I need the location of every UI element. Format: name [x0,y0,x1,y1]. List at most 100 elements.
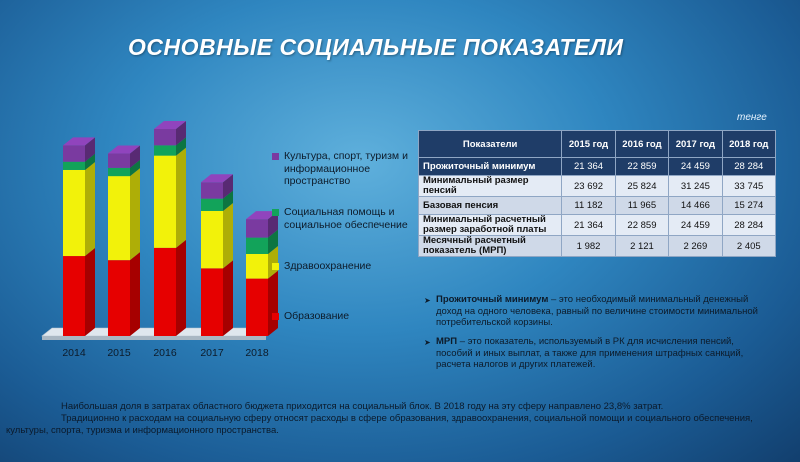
bar-segment [246,254,268,279]
definition-text: – это показатель, используемый в РК для … [436,336,744,370]
definition-term: Прожиточный минимум [436,294,549,305]
x-tick-label: 2015 [107,347,131,359]
footer-line-1: Наибольшая доля в затратах областного бю… [61,401,664,412]
bar-segment-side [223,190,233,211]
table-header-cell: 2015 год [561,130,616,158]
table-cell: 21 364 [561,157,616,176]
legend-label: Образование [284,310,350,322]
x-tick-label: 2014 [62,347,86,359]
legend-label: Социальная помощь и социальное обеспечен… [284,206,408,231]
bar-segment [63,161,85,170]
bar-segment-side [268,229,278,254]
table-row: Минимальный расчетный размер заработной … [417,214,777,236]
row-label: Прожиточный минимум [417,157,563,176]
bullet-arrow-icon: ➤ [424,296,431,305]
bar-segment [108,260,130,336]
bar-segment-side [130,159,140,177]
definition-term: МРП [436,336,458,347]
bar-segment [108,176,130,261]
bar-segment [201,198,223,211]
legend-swatch [272,263,279,270]
table-row: Месячный расчетный показатель (МРП) 1 982… [417,235,777,257]
definition-body: Прожиточный минимум – это необходимый ми… [436,294,758,329]
row-label: Минимальный размер пенсий [417,175,563,197]
table-cell: 11 965 [614,196,670,215]
bar-segment-side [85,248,95,336]
bar-top [108,145,140,154]
indicators-table: Показатели 2015 год 2016 год 2017 год 2018 г… [417,130,777,257]
bar-segment-side [130,145,140,168]
bar-segment-side [130,252,140,336]
table-cell: 24 459 [668,157,723,176]
table-cell: 22 859 [614,157,670,176]
table-cell: 23 692 [561,175,616,197]
footer-text: Наибольшая доля в затратах областного бю… [6,401,796,437]
bar-segment [201,268,223,336]
bar-segment-side [223,174,233,199]
page-title: ОСНОВНЫЕ СОЦИАЛЬНЫЕ ПОКАЗАТЕЛИ [128,34,624,60]
definition-text: – это необходимый минимальный денежный д… [436,294,758,328]
bar-segment [63,145,85,162]
table-header-cell: 2016 год [614,130,670,158]
legend-swatch [272,209,279,216]
bullet-arrow-icon: ➤ [424,338,431,347]
row-label: Месячный расчетный показатель (МРП) [417,235,563,257]
x-tick-label: 2016 [153,347,177,359]
bar-segment-side [176,147,186,248]
x-tick-label: 2017 [200,347,224,359]
table-cell: 33 745 [721,175,777,197]
bar-segment-side [268,211,278,238]
table-cell: 31 245 [668,175,723,197]
table-cell: 25 824 [614,175,670,197]
bar-segment-side [268,270,278,336]
x-tick-label: 2018 [245,347,269,359]
chart-floor-edge [42,336,266,340]
row-label: Минимальный расчетный размер заработной … [417,214,563,236]
legend-label: Культура, спорт, туризм и информационное… [284,150,408,187]
legend-label: Здравоохранение [284,260,372,272]
table-cell: 14 466 [668,196,723,215]
bar-segment [154,145,176,156]
row-label: Базовая пенсия [417,196,563,215]
bar-segment [63,169,85,257]
bar-segment-side [85,137,95,162]
bar-segment-side [176,137,186,156]
table-row: Базовая пенсия 11 182 11 965 14 466 15 274 [417,196,777,215]
bar-segment [246,237,268,254]
bar-top [201,174,233,183]
bar-segment [63,256,85,336]
table-cell: 28 284 [721,157,777,176]
bar-segment-side [176,239,186,336]
table-unit: тенге [737,112,767,123]
bar-top [154,120,186,129]
bar-segment [154,128,176,146]
bar-segment [108,167,130,177]
table-header-cell: Показатели [417,130,563,158]
bar-segment-side [85,161,95,257]
bar-top [246,211,278,220]
table-header-row: Показатели 2015 год 2016 год 2017 год 2018 г… [417,130,777,158]
bar-segment [154,155,176,248]
bar-segment-side [223,260,233,336]
table-cell: 2 405 [721,235,777,257]
bar-segment-side [176,120,186,146]
table-cell: 24 459 [668,214,723,236]
bar-segment [246,219,268,238]
bar-segment-side [223,202,233,269]
table-header-cell: 2018 год [721,130,777,158]
table-cell: 28 284 [721,214,777,236]
bar-top [63,137,95,146]
bar-segment [108,153,130,168]
bar-segment-side [268,246,278,279]
bar-segment [154,247,176,336]
bar-segment [246,278,268,336]
table-cell: 15 274 [721,196,777,215]
table-cell: 22 859 [614,214,670,236]
legend-swatch [272,313,279,320]
table-header-cell: 2017 год [668,130,723,158]
bar-segment-side [85,153,95,170]
table-row: Минимальный размер пенсий 23 692 25 824 31 … [417,175,777,197]
table-cell: 21 364 [561,214,616,236]
legend-swatch [272,153,279,160]
